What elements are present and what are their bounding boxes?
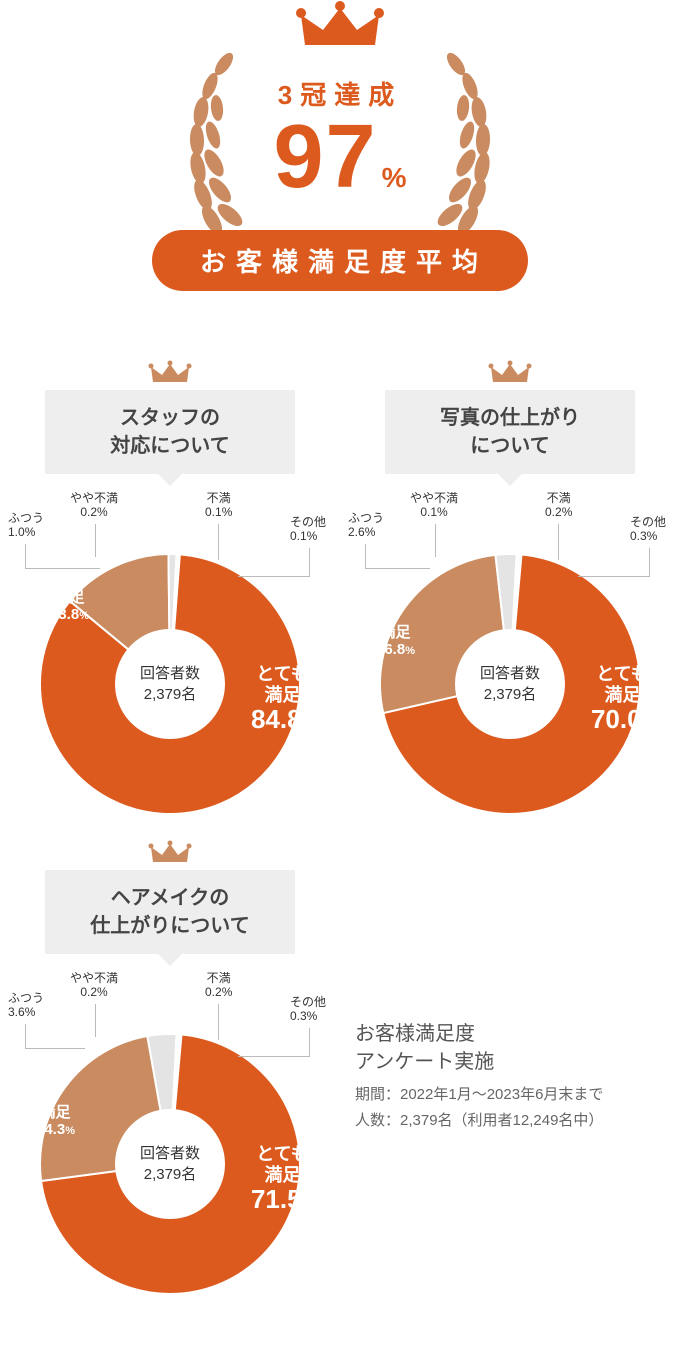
center-count: 2,379名 bbox=[484, 686, 537, 703]
chart-title: 写真の仕上がり について bbox=[385, 390, 635, 474]
v: 0.2% bbox=[205, 986, 232, 1000]
center-count: 2,379名 bbox=[144, 1166, 197, 1183]
chart-hairmake: ヘアメイクの 仕上がりについて 回答者数 2,379名 とても満足 71.5% … bbox=[0, 840, 340, 1314]
n: とても満足 bbox=[251, 1144, 314, 1185]
v: 0.1% bbox=[205, 506, 232, 520]
survey-h1a: お客様満足度 bbox=[355, 1023, 475, 1045]
label-normal: ふつう 3.6% bbox=[8, 992, 44, 1020]
v: 1.0% bbox=[8, 526, 44, 540]
crown-icon bbox=[488, 360, 532, 386]
chart-title: ヘアメイクの 仕上がりについて bbox=[45, 870, 295, 954]
n: 満足 bbox=[36, 1104, 75, 1121]
pie-center-label: 回答者数 2,379名 bbox=[140, 1143, 200, 1185]
label-sat: 満足 24.3% bbox=[36, 1104, 75, 1139]
n: ふつう bbox=[8, 512, 44, 526]
v: 13.8% bbox=[50, 606, 89, 623]
v: 0.3% bbox=[630, 530, 666, 544]
chart-title: スタッフの 対応について bbox=[45, 390, 295, 474]
n: やや不満 bbox=[70, 972, 118, 986]
label-very: とても満足 84.8% bbox=[251, 664, 314, 735]
chart-title-l2: 仕上がりについて bbox=[90, 915, 249, 937]
label-bad: 不満 0.2% bbox=[545, 492, 572, 520]
n: 満足 bbox=[376, 624, 415, 641]
hero-97: 97 bbox=[273, 107, 377, 207]
survey-count: 人数：2,379名（利用者12,249名中） bbox=[355, 1108, 675, 1134]
survey-note: お客様満足度 アンケート実施 期間：2022年1月〜2023年6月末まで 人数：… bbox=[355, 1020, 675, 1133]
n: その他 bbox=[630, 516, 666, 530]
hero-number: 97% bbox=[273, 112, 406, 202]
label-normal: ふつう 2.6% bbox=[348, 512, 384, 540]
hero-section: 3冠達成 97% お客様満足度平均 bbox=[0, 0, 680, 310]
v: 71.5% bbox=[251, 1185, 314, 1215]
label-slight: やや不満 0.1% bbox=[410, 492, 458, 520]
v: 70.0% bbox=[591, 705, 654, 735]
center-name: 回答者数 bbox=[480, 665, 540, 682]
n: 不満 bbox=[545, 492, 572, 506]
chart-title-l1: ヘアメイクの bbox=[111, 887, 230, 909]
center-name: 回答者数 bbox=[140, 665, 200, 682]
hero-badge: お客様満足度平均 bbox=[152, 230, 528, 291]
pie-center-label: 回答者数 2,379名 bbox=[480, 663, 540, 705]
label-very: とても満足 70.0% bbox=[591, 664, 654, 735]
n: とても満足 bbox=[591, 664, 654, 705]
v: 0.1% bbox=[410, 506, 458, 520]
label-slight: やや不満 0.2% bbox=[70, 492, 118, 520]
survey-h1b: アンケート実施 bbox=[355, 1051, 494, 1073]
label-bad: 不満 0.1% bbox=[205, 492, 232, 520]
n: 不満 bbox=[205, 972, 232, 986]
v: 84.8% bbox=[251, 705, 314, 735]
n: ふつう bbox=[8, 992, 44, 1006]
v: 2.6% bbox=[348, 526, 384, 540]
pie-area: 回答者数 2,379名 とても満足 71.5% 満足 24.3% ふつう 3.6… bbox=[0, 954, 340, 1314]
crown-icon bbox=[148, 840, 192, 866]
v: 0.2% bbox=[70, 506, 118, 520]
v: 0.3% bbox=[290, 1010, 326, 1024]
label-very: とても満足 71.5% bbox=[251, 1144, 314, 1215]
v: 0.2% bbox=[70, 986, 118, 1000]
n: 満足 bbox=[50, 589, 89, 606]
n: 不満 bbox=[205, 492, 232, 506]
n: やや不満 bbox=[410, 492, 458, 506]
chart-title-l2: について bbox=[470, 435, 549, 457]
label-normal: ふつう 1.0% bbox=[8, 512, 44, 540]
center-count: 2,379名 bbox=[144, 686, 197, 703]
n: ふつう bbox=[348, 512, 384, 526]
center-name: 回答者数 bbox=[140, 1145, 200, 1162]
chart-title-l1: 写真の仕上がり bbox=[440, 407, 580, 429]
pie-center-label: 回答者数 2,379名 bbox=[140, 663, 200, 705]
label-sat: 満足 13.8% bbox=[50, 589, 89, 624]
label-sat: 満足 26.8% bbox=[376, 624, 415, 659]
n: とても満足 bbox=[251, 664, 314, 705]
chart-title-l2: 対応について bbox=[110, 435, 229, 457]
chart-staff: スタッフの 対応について 回答者数 2,379名 とても満足 84.8% 満足 … bbox=[0, 360, 340, 834]
n: その他 bbox=[290, 516, 326, 530]
hero-pct: % bbox=[382, 162, 407, 193]
chart-photo: 写真の仕上がり について 回答者数 2,379名 とても満足 70.0% 満足 … bbox=[340, 360, 680, 834]
v: 26.8% bbox=[376, 641, 415, 658]
crown-icon bbox=[148, 360, 192, 386]
pie-area: 回答者数 2,379名 とても満足 84.8% 満足 13.8% ふつう 1.0… bbox=[0, 474, 340, 834]
chart-title-l1: スタッフの bbox=[120, 407, 220, 429]
label-bad: 不満 0.2% bbox=[205, 972, 232, 1000]
label-other: その他 0.3% bbox=[630, 516, 666, 544]
v: 24.3% bbox=[36, 1121, 75, 1138]
v: 0.1% bbox=[290, 530, 326, 544]
survey-heading: お客様満足度 アンケート実施 bbox=[355, 1020, 675, 1076]
label-other: その他 0.1% bbox=[290, 516, 326, 544]
n: その他 bbox=[290, 996, 326, 1010]
label-other: その他 0.3% bbox=[290, 996, 326, 1024]
survey-period: 期間：2022年1月〜2023年6月末まで bbox=[355, 1082, 675, 1108]
label-slight: やや不満 0.2% bbox=[70, 972, 118, 1000]
pie-area: 回答者数 2,379名 とても満足 70.0% 満足 26.8% ふつう 2.6… bbox=[340, 474, 680, 834]
hero-text: 3冠達成 97% bbox=[273, 75, 406, 202]
n: やや不満 bbox=[70, 492, 118, 506]
v: 0.2% bbox=[545, 506, 572, 520]
v: 3.6% bbox=[8, 1006, 44, 1020]
